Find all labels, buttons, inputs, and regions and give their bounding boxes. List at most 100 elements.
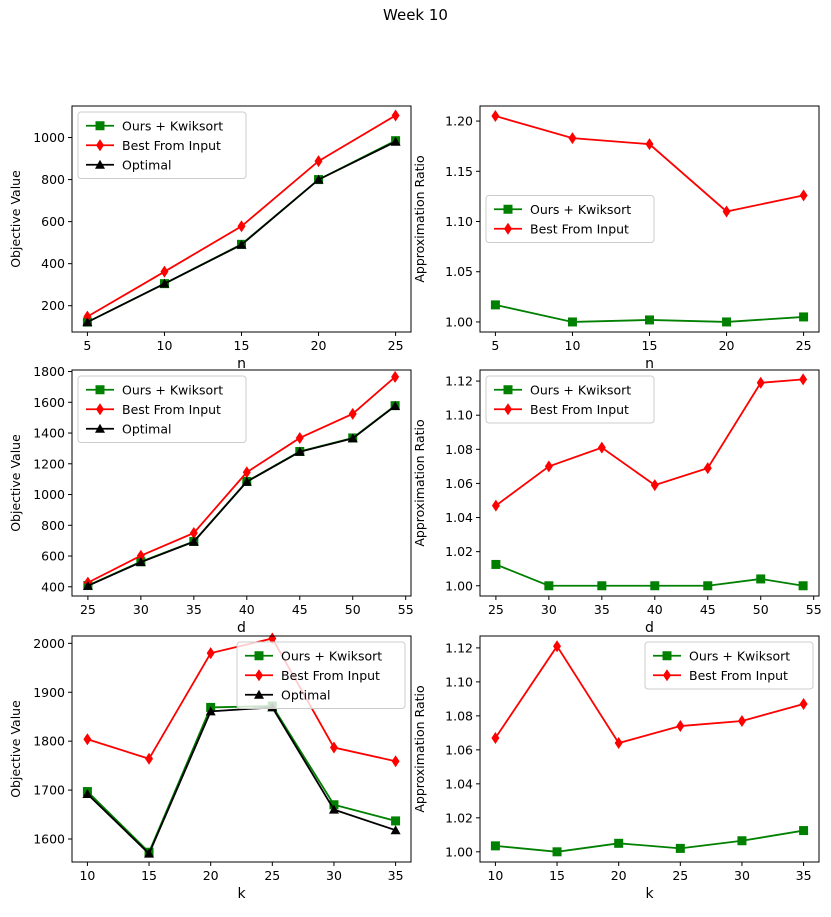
legend-marker [663, 669, 671, 682]
legend-marker [95, 159, 105, 169]
data-point [650, 479, 659, 492]
legend-marker [662, 651, 672, 661]
y-axis-label: Approximation Ratio [412, 685, 427, 812]
legend-label: Ours + Kwiksort [122, 382, 223, 397]
data-point [314, 155, 323, 168]
data-point [645, 138, 654, 151]
x-axis-label: d [645, 620, 654, 636]
x-tick-label: 20 [203, 868, 219, 883]
y-tick-label: 1.08 [445, 708, 473, 723]
data-point [136, 549, 145, 562]
x-tick-label: 10 [157, 338, 173, 353]
legend: Ours + Kwiksort Best From Input Optimal [236, 641, 406, 709]
data-point [703, 462, 712, 475]
y-tick-label: 600 [41, 549, 65, 564]
y-tick-label: 1600 [33, 395, 65, 410]
data-point [159, 278, 170, 288]
data-point [391, 370, 400, 383]
y-tick-label: 1000 [33, 130, 65, 145]
x-tick-label: 5 [83, 338, 91, 353]
data-point [83, 733, 92, 746]
data-point [703, 581, 713, 591]
legend-label: Best From Input [689, 668, 788, 683]
data-point [347, 433, 358, 443]
x-tick-label: 25 [388, 338, 404, 353]
y-axis-label: Objective Value [8, 434, 23, 532]
x-tick-label: 15 [234, 338, 250, 353]
legend: Ours + Kwiksort Best From Input Optimal [77, 375, 247, 443]
y-axis-label: Objective Value [8, 170, 23, 268]
y-tick-label: 1600 [33, 832, 65, 847]
plot-frame [71, 635, 412, 863]
series-line-2 [86, 706, 396, 856]
x-axis-label: k [645, 886, 654, 902]
x-tick-label: 30 [734, 868, 750, 883]
subplot-d-ratio: 25 30 35 40 45 50 55 1.00 1.02 1.04 1.06 1.08 1.10 1.… [412, 369, 822, 636]
x-tick-label: 55 [398, 602, 414, 617]
x-tick-label: 25 [264, 868, 280, 883]
x-tick-label: 20 [719, 338, 735, 353]
legend-marker [96, 403, 104, 416]
y-tick-label: 1900 [33, 685, 65, 700]
data-point [294, 446, 305, 456]
x-tick-label: 20 [611, 868, 627, 883]
legend-label: Optimal [122, 157, 171, 172]
y-axis-label: Approximation Ratio [412, 419, 427, 546]
data-point [799, 189, 808, 202]
data-point [553, 640, 562, 653]
x-tick-label: 25 [80, 602, 96, 617]
data-point [242, 466, 251, 479]
data-point [391, 755, 400, 768]
x-tick-label: 30 [133, 602, 149, 617]
legend-label: Ours + Kwiksort [530, 382, 631, 397]
legend-label: Ours + Kwiksort [122, 118, 223, 133]
data-point [756, 376, 765, 389]
legend-label: Best From Input [122, 138, 221, 153]
legend-marker [503, 204, 513, 214]
legend-box [485, 375, 655, 424]
x-tick-label: 30 [326, 868, 342, 883]
legend-label: Best From Input [122, 402, 221, 417]
legend: Ours + Kwiksort Best From Input [485, 195, 655, 243]
data-point [491, 559, 501, 569]
y-tick-label: 1.10 [445, 214, 473, 229]
legend-box [485, 195, 655, 243]
legend-box [77, 375, 247, 443]
y-tick-label: 400 [41, 579, 65, 594]
x-tick-label: 10 [79, 868, 95, 883]
subplot-k-objective: 10 15 20 25 30 35 1600 1700 1800 1900 2000 k Objecti… [8, 632, 412, 902]
data-point [491, 110, 500, 123]
x-tick-label: 45 [700, 602, 716, 617]
x-axis-label: n [237, 356, 246, 372]
x-tick-label: 10 [487, 868, 503, 883]
x-tick-label: 40 [239, 602, 255, 617]
data-point [328, 804, 339, 814]
y-tick-label: 1.00 [445, 844, 473, 859]
data-point [145, 752, 154, 765]
y-tick-label: 1.12 [445, 640, 473, 655]
plot-frame [71, 369, 412, 597]
x-tick-label: 25 [488, 602, 504, 617]
y-tick-label: 400 [41, 256, 65, 271]
data-point [799, 373, 808, 386]
data-point [390, 136, 401, 146]
data-point [614, 838, 624, 848]
data-point [722, 205, 731, 218]
legend-label: Optimal [122, 421, 171, 436]
data-point [737, 836, 747, 846]
data-point [329, 741, 338, 754]
x-tick-label: 15 [141, 868, 157, 883]
legend-label: Ours + Kwiksort [530, 202, 631, 217]
data-point [568, 132, 577, 145]
data-point [82, 789, 93, 799]
legend: Ours + Kwiksort Best From Input [644, 641, 814, 690]
y-axis-label: Objective Value [8, 700, 23, 798]
x-tick-label: 20 [311, 338, 327, 353]
legend-box [236, 641, 406, 709]
series-line-0 [495, 829, 804, 853]
plot-frame [479, 635, 820, 863]
legend-label: Ours + Kwiksort [689, 648, 790, 663]
data-point [390, 825, 401, 835]
data-point [348, 407, 357, 420]
